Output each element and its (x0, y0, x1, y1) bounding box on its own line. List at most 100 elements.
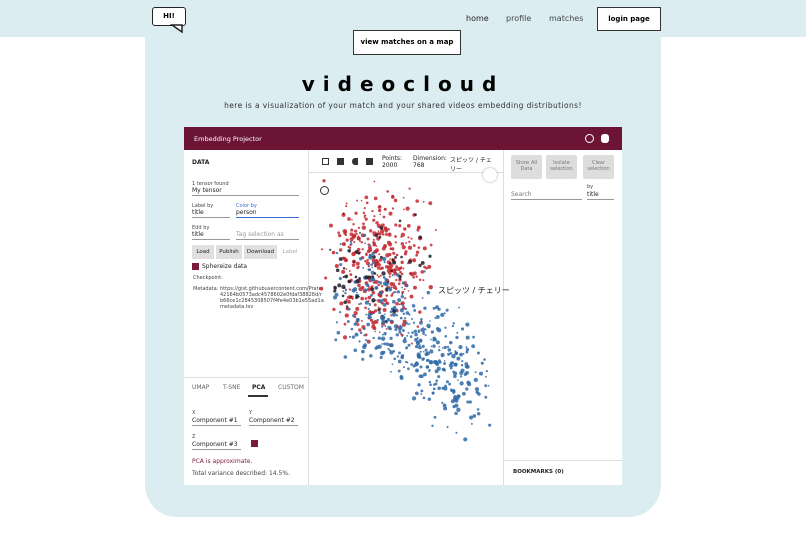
point (398, 330, 402, 334)
point (347, 279, 352, 284)
logo[interactable]: HI! (152, 7, 186, 26)
point (463, 437, 468, 442)
point (339, 262, 343, 267)
point (456, 356, 461, 361)
dropdown[interactable]: person (236, 209, 299, 218)
point (360, 319, 363, 322)
point (484, 395, 488, 399)
point (455, 431, 458, 434)
tool-icon[interactable] (337, 158, 344, 165)
point (437, 348, 441, 352)
point (418, 310, 422, 314)
point (378, 258, 383, 262)
metadata-url: metadata.tsv (220, 304, 254, 310)
tool-icon[interactable] (322, 158, 329, 165)
point (447, 352, 451, 356)
tab[interactable]: PCA (252, 384, 266, 391)
text-input[interactable]: Tag selection as (236, 231, 299, 240)
point (366, 258, 369, 262)
help-icon[interactable] (585, 134, 594, 143)
point (374, 285, 379, 290)
map-button[interactable]: view matches on a map (353, 30, 461, 55)
dropdown[interactable]: Component #3 (192, 441, 241, 450)
point (446, 345, 450, 349)
point (430, 338, 432, 341)
nav-link[interactable]: matches (549, 14, 584, 23)
bookmarks[interactable]: BOOKMARKS (0) (513, 469, 564, 475)
point (376, 266, 380, 270)
nav-link[interactable]: home (466, 14, 489, 23)
point (373, 272, 377, 275)
point (347, 307, 351, 311)
point (332, 295, 338, 300)
point (388, 349, 391, 352)
point (372, 261, 375, 264)
button[interactable]: Clear selection (583, 155, 614, 179)
point (476, 412, 481, 416)
divider (503, 150, 504, 485)
point (353, 310, 358, 316)
dropdown[interactable]: title (587, 191, 614, 200)
point (371, 298, 376, 303)
point (412, 365, 415, 368)
dropdown[interactable]: My tensor (192, 187, 299, 196)
point (372, 255, 376, 259)
checkbox[interactable] (192, 263, 199, 270)
point (357, 265, 360, 268)
point (362, 327, 366, 331)
tab[interactable]: T-SNE (223, 384, 241, 391)
point (411, 317, 414, 320)
point (373, 180, 376, 183)
label: by (587, 184, 594, 190)
home-button[interactable] (483, 168, 497, 182)
point (407, 245, 413, 250)
checkbox[interactable] (251, 440, 258, 447)
point (392, 260, 397, 265)
point (413, 285, 417, 290)
point (474, 371, 477, 374)
dropdown[interactable]: Component #2 (249, 417, 298, 426)
point (357, 237, 361, 241)
bug-icon[interactable] (601, 134, 609, 143)
point (395, 333, 399, 337)
button[interactable]: Isolate selection (546, 155, 577, 179)
point (350, 295, 352, 298)
point (449, 352, 453, 355)
point (420, 317, 423, 321)
point (389, 310, 393, 314)
button[interactable]: Show All Data (511, 155, 542, 179)
help-icon[interactable] (320, 186, 329, 195)
button[interactable]: Label (282, 249, 298, 255)
point (400, 333, 403, 336)
search-input[interactable]: Search (511, 191, 582, 200)
tool-icon[interactable] (366, 158, 373, 165)
button[interactable]: Load (192, 245, 214, 259)
dropdown[interactable]: title (192, 231, 230, 240)
point (474, 387, 480, 392)
button[interactable]: Publish (216, 245, 242, 259)
point (418, 338, 423, 343)
tool-icon[interactable] (352, 158, 358, 165)
dropdown[interactable]: title (192, 209, 230, 218)
nav-link[interactable]: profile (506, 14, 532, 23)
point (376, 318, 379, 322)
point (396, 355, 400, 358)
login-button[interactable]: login page (597, 7, 661, 31)
point (377, 283, 380, 287)
point (371, 320, 376, 325)
button[interactable]: Download (244, 245, 277, 259)
point (400, 255, 403, 259)
point (454, 411, 458, 416)
dropdown[interactable]: Component #1 (192, 417, 241, 426)
point (389, 336, 393, 341)
point (470, 422, 473, 425)
point (403, 227, 407, 231)
point (454, 350, 457, 353)
point (459, 381, 464, 386)
point (371, 251, 375, 256)
point (417, 225, 421, 230)
point (438, 345, 440, 348)
tab[interactable]: UMAP (192, 384, 210, 391)
tab[interactable]: CUSTOM (278, 384, 304, 391)
